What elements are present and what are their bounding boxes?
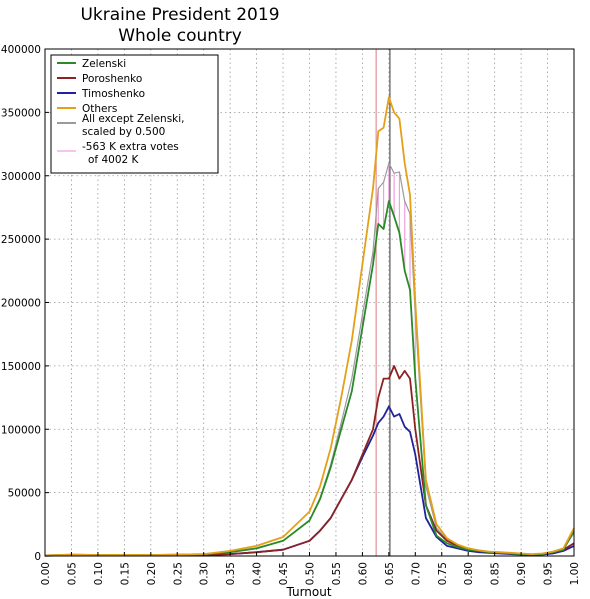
y-tick-label: 100000	[1, 424, 41, 436]
x-tick-label: 0.25	[172, 562, 184, 585]
legend-label: Poroshenko	[82, 73, 142, 85]
x-axis-label: Turnout	[285, 585, 331, 599]
x-tick-label: 0.80	[463, 562, 475, 585]
series-line-others	[44, 96, 575, 557]
y-tick-label: 300000	[1, 171, 41, 183]
x-tick-label: 0.65	[384, 562, 396, 585]
x-tick-label: 0.45	[278, 562, 290, 585]
vertical-markers	[375, 49, 391, 556]
y-tick-label: 250000	[1, 234, 41, 246]
legend-label: All except Zelenski,	[82, 113, 185, 125]
legend-label: -563 K extra votes	[82, 141, 179, 153]
legend-label: of 4002 K	[88, 154, 140, 166]
x-tick-label: 0.85	[490, 562, 502, 585]
x-tick-label: 0.20	[146, 562, 158, 585]
x-tick-label: 0.95	[543, 562, 555, 585]
legend-label: scaled by 0.500	[82, 126, 165, 138]
legend-label: Zelenski	[82, 58, 126, 70]
y-tick-label: 350000	[1, 107, 41, 119]
x-tick-label: 0.60	[357, 562, 369, 585]
series-lines	[44, 96, 575, 557]
x-tick-label: 0.15	[119, 562, 131, 585]
x-tick-label: 0.00	[40, 562, 52, 585]
x-tick-label: 0.50	[305, 562, 317, 585]
x-tick-label: 0.75	[437, 562, 449, 585]
x-tick-label: 0.30	[199, 562, 211, 585]
x-tick-label: 0.10	[93, 562, 105, 585]
y-axis-ticks: 0 50000 100000 150000 200000 250000 300000 3500…	[1, 44, 49, 563]
y-tick-label: 0	[34, 551, 41, 563]
x-tick-label: 0.90	[516, 562, 528, 585]
x-axis-ticks: 0.00 0.05 0.10 0.15 0.20 0.25 0.30 0.35 0.40 0.45…	[40, 552, 581, 585]
x-tick-label: 0.35	[225, 562, 237, 585]
legend-box	[50, 54, 219, 174]
legend-label: Timoshenko	[81, 88, 145, 100]
legend-label: Others	[82, 103, 117, 115]
y-tick-label: 150000	[1, 361, 41, 373]
x-tick-label: 0.40	[252, 562, 264, 585]
x-tick-label: 0.55	[331, 562, 343, 585]
chart-subtitle: Whole country	[118, 26, 242, 46]
x-tick-label: 1.00	[569, 562, 581, 585]
y-tick-label: 200000	[1, 298, 41, 310]
y-tick-label: 50000	[8, 488, 41, 500]
chart-title: Ukraine President 2019	[80, 5, 279, 25]
x-tick-label: 0.05	[66, 562, 78, 585]
x-tick-label: 0.70	[410, 562, 422, 585]
y-tick-label: 400000	[1, 44, 41, 56]
